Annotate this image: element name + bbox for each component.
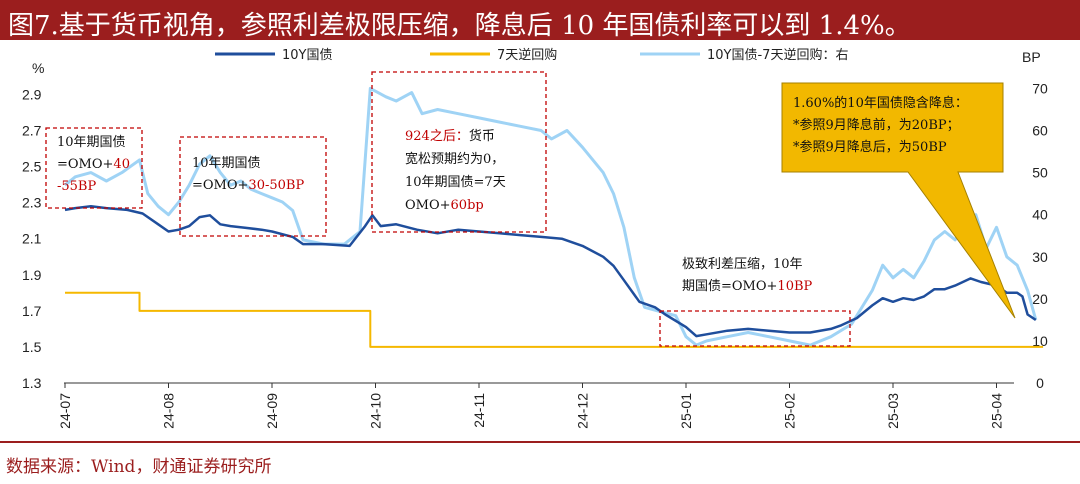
series-layer [64, 86, 1044, 348]
box4-prefix: 期国债=OMO+ [682, 279, 777, 294]
left-tick-label: 1.3 [22, 375, 42, 391]
box1-line2: =OMO+40 [57, 157, 130, 172]
series-7d-line [65, 291, 1044, 348]
callout-line3: *参照9月降息后，为50BP [793, 139, 947, 155]
right-tick-label: 20 [1032, 291, 1048, 307]
legend: 10Y国债 7天逆回购 10Y国债-7天逆回购：右 [215, 47, 848, 63]
box4-line2: 期国债=OMO+10BP [682, 279, 813, 294]
right-tick-label: 40 [1032, 207, 1048, 223]
chart-title: 图7.基于货币视角，参照利差极限压缩，降息后 10 年国债利率可以到 1.4%。 [8, 11, 911, 41]
x-tick-label: 25-03 [885, 393, 901, 429]
annotation-box-1: 10年期国债 =OMO+40 -55BP [45, 127, 143, 209]
title-bar [0, 0, 1080, 40]
box2-line2: =OMO+30-50BP [192, 178, 304, 193]
box3-line2: 宽松预期约为0， [405, 151, 504, 167]
x-tick-label: 24-12 [575, 393, 591, 429]
annotation-box-2: 10年期国债 =OMO+30-50BP [179, 136, 327, 237]
callout-bubble [781, 82, 1016, 319]
box1-line1: 10年期国债 [57, 135, 126, 150]
box3-prefix: OMO+ [405, 198, 451, 213]
right-tick-label: 70 [1032, 80, 1048, 96]
box2-prefix: =OMO+ [192, 178, 248, 193]
right-tick-label: 10 [1032, 333, 1048, 349]
series-10y-line [64, 205, 1037, 338]
series-spread-line [64, 86, 1038, 347]
left-tick-label: 2.5 [22, 159, 42, 175]
left-tick-label: 1.5 [22, 339, 42, 355]
source-note: 数据来源：Wind，财通证券研究所 [6, 457, 272, 477]
box3-line1: 924之后：货币 [405, 128, 495, 144]
x-tick-label: 24-11 [471, 393, 487, 428]
box3-value: 60bp [451, 198, 484, 213]
box2-value: 30-50BP [248, 178, 304, 193]
legend-label-7d: 7天逆回购 [497, 47, 557, 63]
x-tick-label: 24-09 [264, 393, 280, 429]
box4-line1: 极致利差压缩，10年 [682, 256, 803, 272]
right-tick-label: 50 [1032, 165, 1048, 181]
box3-label: 924之后： [405, 129, 469, 144]
x-tick-label: 24-08 [161, 393, 177, 429]
x-tick-label: 24-07 [57, 393, 73, 429]
box4-value: 10BP [777, 279, 812, 294]
right-tick-label: 30 [1032, 249, 1048, 265]
x-tick-label: 25-02 [782, 393, 798, 429]
annotation-box-4: 极致利差压缩，10年 期国债=OMO+10BP [659, 256, 851, 347]
left-axis-unit: % [32, 60, 44, 76]
legend-label-spread: 10Y国债-7天逆回购：右 [707, 47, 848, 63]
x-tick-label: 24-10 [368, 393, 384, 429]
box3-suffix: 货币 [469, 128, 495, 144]
legend-label-10y: 10Y国债 [282, 48, 332, 63]
left-tick-label: 2.9 [22, 86, 42, 102]
x-tick-label: 25-04 [989, 393, 1005, 429]
right-tick-label: 60 [1032, 123, 1048, 139]
box3-line4: OMO+60bp [405, 198, 484, 213]
box1-prefix: =OMO+ [57, 157, 113, 172]
annotation-box-3: 924之后：货币 宽松预期约为0， 10年期国债=7天 OMO+60bp [371, 71, 547, 233]
line-chart: 10Y国债 7天逆回购 10Y国债-7天逆回购：右 % BP 2.9 2.7 2.5… [22, 47, 1048, 429]
left-tick-label: 1.7 [22, 303, 42, 319]
right-axis-unit: BP [1022, 49, 1041, 65]
box3-line3: 10年期国债=7天 [405, 175, 506, 190]
box1-line3: -55BP [57, 179, 96, 194]
right-tick-label: 0 [1036, 375, 1044, 391]
left-tick-label: 2.3 [22, 195, 42, 211]
left-tick-label: 2.1 [22, 231, 42, 247]
x-tick-label: 25-01 [678, 393, 694, 429]
left-tick-label: 2.7 [22, 123, 42, 139]
callout-line1: 1.60%的10年国债隐含降息： [793, 95, 968, 111]
callout: 1.60%的10年国债隐含降息： *参照9月降息前，为20BP； *参照9月降息… [781, 82, 1016, 319]
x-axis: 24-07 24-08 24-09 24-10 24-11 24-12 25-01 25-02… [57, 382, 1014, 429]
source-divider [0, 441, 1080, 443]
box2-line1: 10年期国债 [192, 156, 261, 171]
box1-value: 40 [113, 157, 130, 172]
left-tick-label: 1.9 [22, 267, 42, 283]
right-axis: 70 60 50 40 30 20 10 0 [1032, 80, 1048, 391]
left-axis: 2.9 2.7 2.5 2.3 2.1 1.9 1.7 1.5 1.3 [22, 86, 42, 391]
callout-line2: *参照9月降息前，为20BP； [793, 117, 960, 133]
